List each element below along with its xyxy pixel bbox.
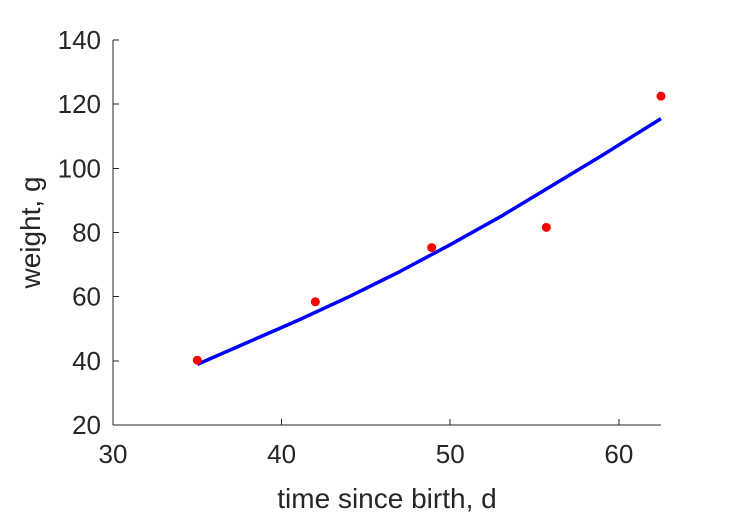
x-tick-label: 60 [604, 439, 633, 469]
x-tick-label: 30 [99, 439, 128, 469]
axes [112, 40, 661, 426]
data-point [310, 297, 320, 307]
x-tick-label: 40 [267, 439, 296, 469]
y-tick-label: 40 [72, 346, 101, 376]
y-axis-label: weight, g [15, 176, 46, 289]
y-tick-label: 20 [72, 410, 101, 440]
data-point [427, 243, 437, 253]
data-point [192, 355, 202, 365]
plot-area [192, 91, 666, 366]
ticks: 30 40 50 60 20 40 60 80 100 120 140 [58, 25, 634, 469]
y-tick-label: 60 [72, 282, 101, 312]
fit-curve-line [196, 117, 662, 366]
y-tick-label: 140 [58, 25, 101, 55]
x-axis-label: time since birth, d [277, 483, 496, 514]
x-tick-label: 50 [436, 439, 465, 469]
data-point [656, 91, 666, 101]
y-tick-label: 80 [72, 218, 101, 248]
y-tick-label: 120 [58, 89, 101, 119]
data-point [541, 222, 551, 232]
y-tick-label: 100 [58, 153, 101, 183]
